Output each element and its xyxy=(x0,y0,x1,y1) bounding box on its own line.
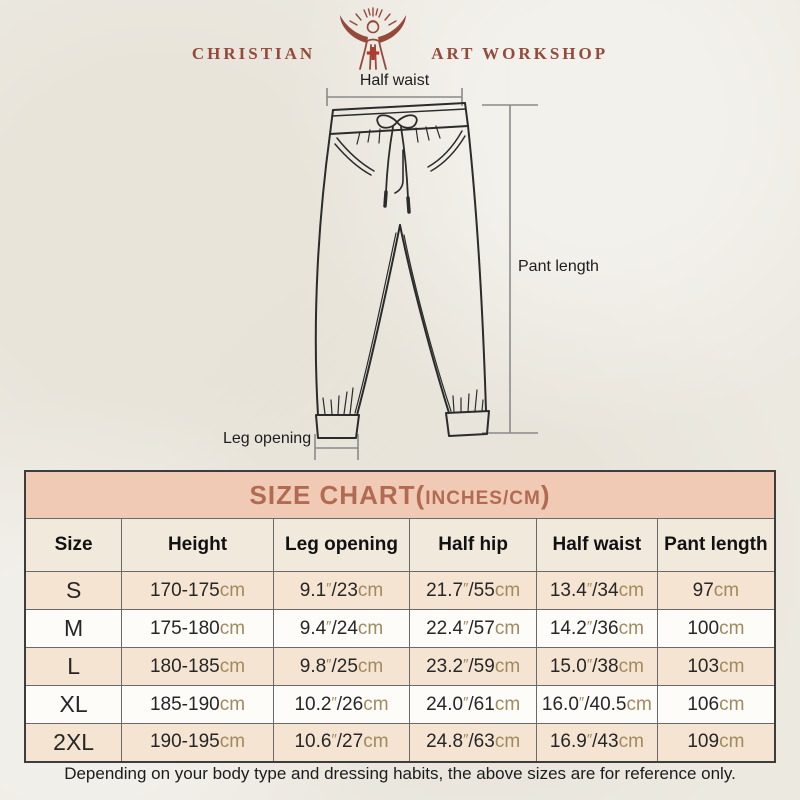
half-waist-label: Half waist xyxy=(359,72,430,89)
size-row: M 175-180cm 9.4″/24cm 22.4″/57cm 14.2″/3… xyxy=(24,609,776,648)
jogger-pants-outline xyxy=(314,102,490,439)
pant-length-cell: 100cm xyxy=(656,609,776,648)
brand-name-left: CHRISTIAN xyxy=(191,44,316,63)
half-hip-cell: 23.2″/59cm xyxy=(409,647,537,686)
size-cell: L xyxy=(24,647,123,686)
leg-opening-cell: 10.6″/27cm xyxy=(272,723,411,762)
size-row: XL 185-190cm 10.2″/26cm 24.0″/61cm 16.0″… xyxy=(24,685,776,724)
pants-measurement-diagram: Half waist Pant length Leg opening xyxy=(220,70,599,465)
half-waist-cell: 14.2″/36cm xyxy=(536,609,658,648)
column-header-row: Size Height Leg opening Half hip Half waist P… xyxy=(24,518,776,572)
size-row: 2XL 190-195cm 10.6″/27cm 24.8″/63cm 16.9… xyxy=(24,723,776,762)
size-chart-title-row: SIZE CHART(INCHES/CM) xyxy=(24,470,776,519)
half-hip-cell: 24.8″/63cm xyxy=(409,723,537,762)
half-waist-cell: 15.0″/38cm xyxy=(536,647,658,686)
column-header: Half waist xyxy=(536,518,658,572)
size-cell: 2XL xyxy=(24,723,123,762)
height-cell: 190-195cm xyxy=(121,723,274,762)
size-rows: S 170-175cm 9.1″/23cm 21.7″/55cm 13.4″/3… xyxy=(24,571,776,762)
pant-length-cell: 103cm xyxy=(656,647,776,686)
leg-opening-label: Leg opening xyxy=(223,430,312,447)
leg-opening-cell: 9.4″/24cm xyxy=(272,609,411,648)
height-cell: 180-185cm xyxy=(121,647,274,686)
pant-length-cell: 106cm xyxy=(656,685,776,724)
size-chart-table: SIZE CHART(INCHES/CM) Size Height Leg open… xyxy=(24,470,776,763)
fabric-gather-lines xyxy=(322,125,484,415)
leg-opening-cell: 9.1″/23cm xyxy=(272,571,411,610)
column-header: Half hip xyxy=(409,518,537,572)
half-hip-cell: 24.0″/61cm xyxy=(409,685,537,724)
pants-line-drawing xyxy=(314,88,538,460)
height-cell: 170-175cm xyxy=(121,571,274,610)
jesus-open-arms-rays-icon xyxy=(340,7,407,70)
half-waist-cell: 16.9″/43cm xyxy=(536,723,658,762)
measurement-lines xyxy=(314,88,538,460)
size-cell: M xyxy=(24,609,123,648)
height-cell: 185-190cm xyxy=(121,685,274,724)
leg-opening-cell: 9.8″/25cm xyxy=(272,647,411,686)
pant-length-cell: 109cm xyxy=(656,723,776,762)
leg-opening-cell: 10.2″/26cm xyxy=(272,685,411,724)
column-header: Size xyxy=(24,518,123,572)
brand-name-right: ART WORKSHOP xyxy=(431,44,609,63)
size-cell: S xyxy=(24,571,123,610)
size-cell: XL xyxy=(24,685,123,724)
half-hip-cell: 21.7″/55cm xyxy=(409,571,537,610)
brand-logo: CHRISTIAN ART WORKSHOP xyxy=(0,6,800,70)
pant-length-cell: 97cm xyxy=(656,571,776,610)
reference-disclaimer: Depending on your body type and dressing… xyxy=(64,764,736,783)
column-header: Leg opening xyxy=(272,518,411,572)
height-cell: 175-180cm xyxy=(121,609,274,648)
half-waist-cell: 13.4″/34cm xyxy=(536,571,658,610)
column-header: Pant length xyxy=(656,518,776,572)
column-header: Height xyxy=(121,518,274,572)
size-row: S 170-175cm 9.1″/23cm 21.7″/55cm 13.4″/3… xyxy=(24,571,776,610)
size-chart-title: SIZE CHART(INCHES/CM) xyxy=(24,470,776,519)
size-row: L 180-185cm 9.8″/25cm 23.2″/59cm 15.0″/3… xyxy=(24,647,776,686)
half-hip-cell: 22.4″/57cm xyxy=(409,609,537,648)
half-waist-cell: 16.0″/40.5cm xyxy=(536,685,658,724)
pant-length-label: Pant length xyxy=(518,258,599,275)
